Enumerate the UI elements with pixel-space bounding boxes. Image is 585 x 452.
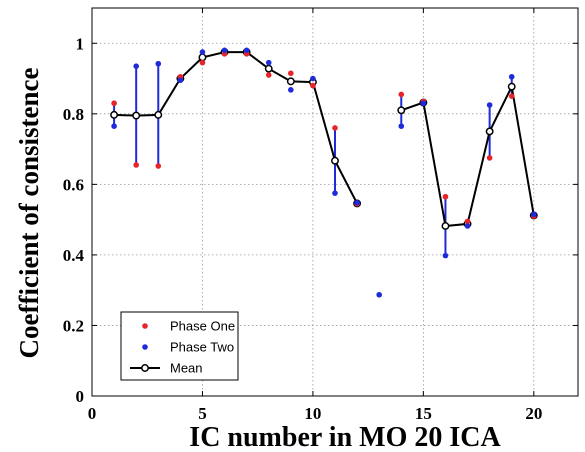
mean-marker bbox=[154, 110, 163, 119]
y-axis-title: Coefficient of consistence bbox=[14, 68, 44, 359]
mean-marker bbox=[441, 222, 450, 230]
point-markers bbox=[111, 47, 537, 298]
point-marker bbox=[464, 223, 471, 229]
x-tick-label: 10 bbox=[304, 404, 321, 423]
y-tick-label: 0.2 bbox=[63, 316, 84, 335]
grid bbox=[92, 8, 578, 396]
point-marker bbox=[310, 75, 316, 82]
x-tick-label: 20 bbox=[525, 404, 542, 423]
mean-marker bbox=[198, 53, 207, 62]
point-marker bbox=[265, 72, 272, 78]
legend-marker bbox=[142, 323, 148, 329]
legend-marker bbox=[142, 344, 148, 350]
point-marker bbox=[288, 70, 294, 77]
point-marker bbox=[420, 100, 427, 107]
point-marker bbox=[354, 199, 360, 206]
point-marker bbox=[531, 211, 537, 218]
mean-series bbox=[110, 48, 538, 230]
y-tick-label: 0.6 bbox=[63, 175, 84, 194]
mean-marker bbox=[397, 106, 406, 115]
y-tick-label: 0.4 bbox=[63, 246, 85, 265]
point-marker bbox=[442, 252, 449, 259]
point-marker bbox=[398, 91, 405, 98]
x-tick-label: 0 bbox=[88, 404, 97, 423]
point-marker bbox=[398, 123, 405, 129]
point-marker bbox=[508, 93, 515, 99]
point-marker bbox=[265, 59, 272, 66]
legend-label: Phase Two bbox=[170, 340, 234, 355]
point-marker bbox=[332, 190, 338, 196]
point-marker bbox=[133, 162, 139, 168]
point-marker bbox=[288, 87, 294, 93]
point-marker bbox=[243, 47, 250, 54]
mean-marker bbox=[485, 127, 494, 136]
mean-marker bbox=[110, 110, 119, 119]
point-marker bbox=[508, 73, 515, 80]
x-tick-label: 15 bbox=[415, 404, 432, 423]
mean-marker bbox=[132, 111, 141, 120]
point-marker bbox=[111, 100, 117, 107]
point-marker bbox=[376, 291, 382, 298]
point-marker bbox=[464, 218, 471, 225]
legend: Phase One Phase Two Mean bbox=[120, 311, 239, 381]
point-marker bbox=[155, 163, 162, 169]
point-marker bbox=[199, 59, 206, 66]
mean-line bbox=[400, 83, 535, 228]
mean-marker bbox=[507, 82, 516, 91]
y-tick-label: 0 bbox=[76, 387, 85, 406]
point-marker bbox=[111, 123, 117, 129]
point-marker bbox=[133, 63, 139, 69]
x-tick-label: 5 bbox=[198, 404, 207, 423]
mean-marker bbox=[264, 64, 273, 73]
point-marker bbox=[442, 193, 449, 200]
point-marker bbox=[155, 60, 162, 67]
y-tick-label: 0.8 bbox=[63, 105, 84, 124]
point-marker bbox=[177, 77, 184, 84]
y-tick-label: 1 bbox=[76, 34, 85, 53]
plot-frame bbox=[91, 7, 579, 397]
point-marker bbox=[332, 125, 338, 131]
point-marker bbox=[486, 155, 493, 161]
axis-ticks: 0 5 10 15 20 0 0.2 0.4 0.6 0.8 1 bbox=[63, 8, 578, 423]
legend-label: Mean bbox=[170, 361, 203, 376]
point-marker bbox=[221, 47, 228, 54]
x-axis-title: IC number in MO 20 ICA bbox=[189, 422, 501, 452]
point-marker bbox=[486, 102, 493, 108]
mean-marker bbox=[286, 77, 295, 86]
mean-marker bbox=[331, 156, 339, 165]
legend-label: Phase One bbox=[170, 319, 235, 334]
legend-marker bbox=[141, 364, 149, 372]
point-marker bbox=[310, 82, 316, 89]
mean-line bbox=[114, 51, 358, 204]
point-marker bbox=[199, 49, 206, 55]
